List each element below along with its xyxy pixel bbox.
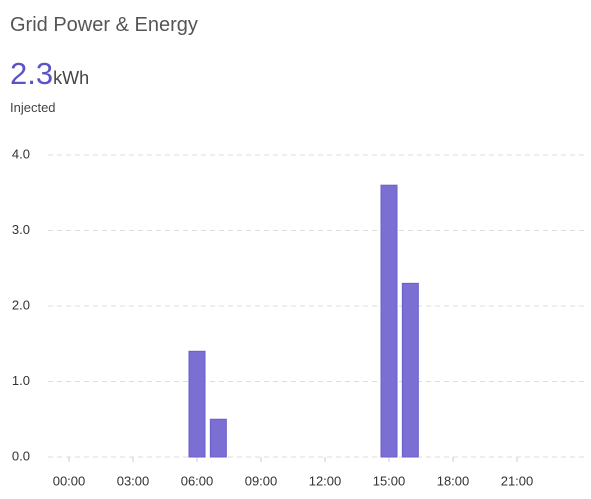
- y-tick-label: 0.0: [12, 448, 30, 463]
- summary: 2.3kWh: [10, 56, 89, 92]
- x-tick-label: 15:00: [373, 473, 406, 488]
- card-title: Grid Power & Energy: [10, 14, 198, 36]
- y-tick-label: 3.0: [12, 222, 30, 237]
- bar: [401, 282, 419, 458]
- x-tick-label: 03:00: [117, 473, 150, 488]
- bar: [209, 418, 227, 458]
- y-tick-label: 2.0: [12, 297, 30, 312]
- x-tick-label: 12:00: [309, 473, 342, 488]
- bar: [380, 184, 398, 458]
- y-tick-label: 1.0: [12, 373, 30, 388]
- y-tick-label: 4.0: [12, 146, 30, 161]
- summary-label: Injected: [10, 100, 56, 115]
- x-tick-label: 21:00: [501, 473, 534, 488]
- x-tick-label: 18:00: [437, 473, 470, 488]
- x-tick-label: 00:00: [53, 473, 86, 488]
- x-tick-label: 06:00: [181, 473, 214, 488]
- bar: [188, 350, 206, 458]
- summary-value: 2.3: [10, 56, 54, 91]
- summary-unit: kWh: [53, 68, 90, 88]
- x-tick-label: 09:00: [245, 473, 278, 488]
